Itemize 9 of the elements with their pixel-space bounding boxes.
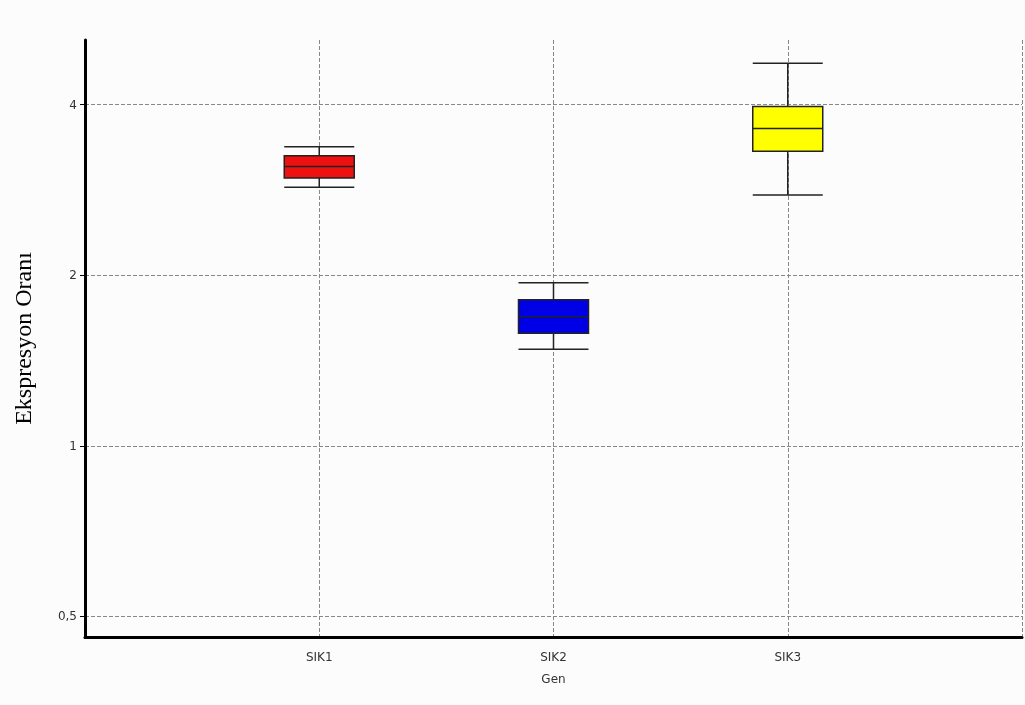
x-tick-label: SIK2 xyxy=(540,650,567,664)
y-tick-label: 1 xyxy=(69,438,77,453)
y-tick-label: 4 xyxy=(69,97,77,112)
y-tick-label: 2 xyxy=(69,268,77,283)
x-tick-label: SIK3 xyxy=(774,650,802,664)
x-tick-label: SIK1 xyxy=(305,650,333,664)
y-tick-label: 0,5 xyxy=(57,609,77,624)
x-axis-title: Gen xyxy=(541,672,566,686)
y-axis-title: Ekspresyon Oranı xyxy=(10,251,36,425)
